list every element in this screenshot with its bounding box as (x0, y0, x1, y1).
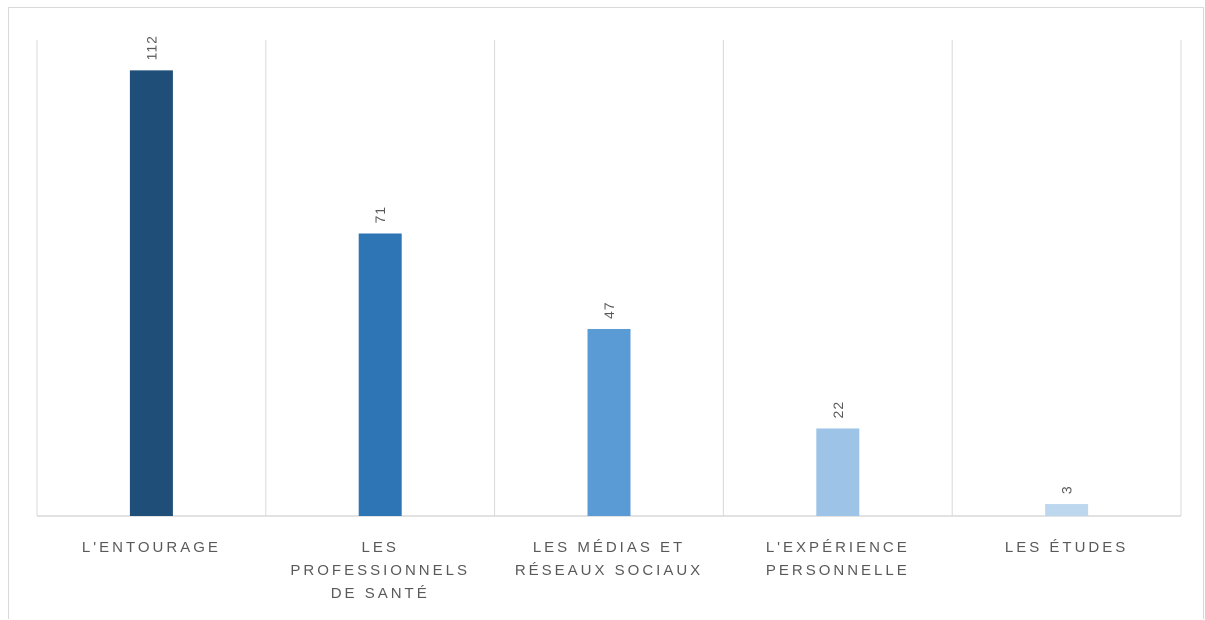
bar (587, 328, 631, 516)
category-labels-group: L'ENTOURAGE LES PROFESSIONNELS DE SANTÉ LES … (82, 539, 1128, 602)
category-gridlines (36, 40, 1182, 516)
category-tick-label: RÉSEAUX SOCIAUX (515, 562, 703, 579)
category-tick-label: DE SANTÉ (331, 585, 430, 602)
category-tick-label: L'EXPÉRIENCE (766, 539, 910, 556)
bar (816, 428, 860, 516)
bar (129, 70, 173, 517)
category-tick-label: L'ENTOURAGE (82, 539, 221, 556)
bars-group (129, 70, 1089, 517)
bar (1045, 504, 1089, 516)
value-labels-group: 112 71 47 22 3 (143, 35, 1074, 494)
category-tick-label: PROFESSIONNELS (290, 562, 470, 579)
bar-value-label: 47 (601, 301, 617, 319)
bar-value-label: 22 (830, 401, 846, 419)
category-tick-label: LES ÉTUDES (1005, 539, 1128, 556)
category-tick-label: LES (362, 539, 399, 556)
bar (358, 233, 402, 516)
bar-value-label: 71 (372, 206, 388, 224)
bar-value-label: 112 (143, 35, 159, 60)
category-tick-label: LES MÉDIAS ET (533, 539, 685, 556)
bar-value-label: 3 (1059, 485, 1075, 494)
chart-frame (8, 7, 1204, 619)
category-tick-label: PERSONNELLE (766, 562, 910, 579)
